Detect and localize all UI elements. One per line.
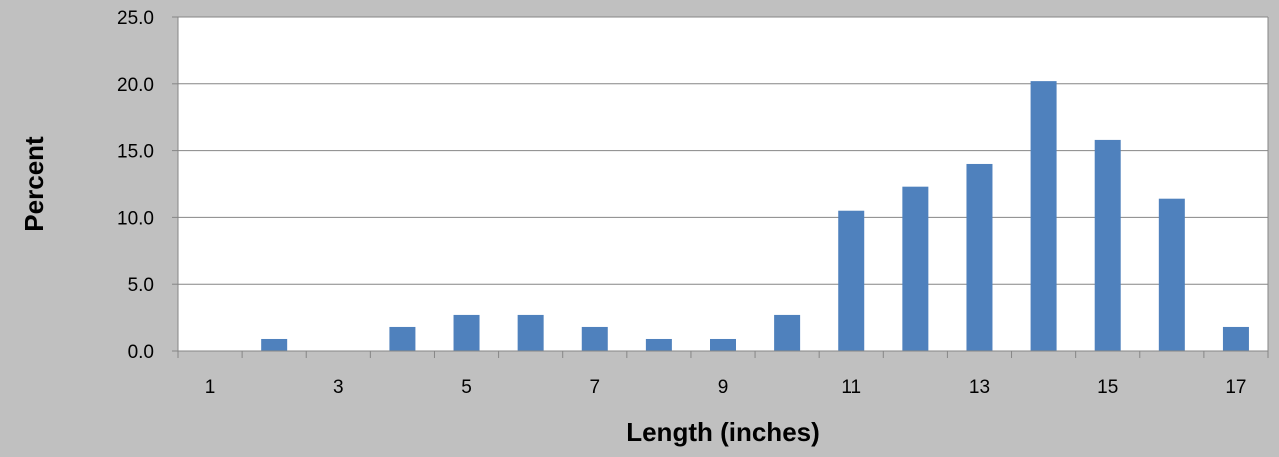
bar-17 (1222, 326, 1249, 351)
x-tick-label: 13 (969, 377, 990, 398)
bar-2 (261, 338, 288, 351)
bar-7 (581, 326, 608, 351)
bar-9 (710, 338, 736, 351)
x-tick-label: 9 (718, 377, 729, 398)
bar-10 (774, 314, 801, 351)
x-tick-label: 17 (1225, 377, 1246, 398)
y-axis-title: Percent (19, 136, 49, 232)
plot-area (178, 17, 1268, 351)
bars (261, 81, 1249, 352)
x-tick-label: 7 (589, 377, 600, 398)
x-tick-label: 11 (841, 377, 861, 398)
bar-8 (645, 338, 672, 351)
bar-12 (902, 186, 929, 351)
gridlines (178, 16, 1268, 285)
y-tick-label: 5.0 (128, 275, 154, 296)
x-tick-label: 1 (205, 377, 216, 398)
y-tick-label: 0.0 (128, 342, 154, 363)
y-tick-label: 25.0 (117, 8, 154, 29)
bar-15 (1094, 139, 1121, 351)
x-tick-label: 5 (461, 377, 472, 398)
x-axis-title: Length (inches) (626, 417, 820, 447)
x-tick-label: 3 (333, 377, 344, 398)
tick-labels: 0.05.010.015.020.025.01 3 5 7 9 11 13 15 17 (117, 8, 1246, 398)
bar-6 (517, 314, 544, 351)
bar-5 (453, 314, 480, 351)
axes (172, 16, 1269, 358)
bar-11 (838, 210, 865, 351)
y-tick-label: 20.0 (117, 75, 154, 96)
bar-13 (966, 163, 993, 351)
x-tick-label: 15 (1097, 377, 1118, 398)
bar-16 (1158, 198, 1185, 351)
y-tick-label: 15.0 (117, 142, 154, 163)
bar-14 (1030, 81, 1057, 352)
bar-4 (389, 326, 416, 351)
y-tick-label: 10.0 (117, 208, 154, 229)
